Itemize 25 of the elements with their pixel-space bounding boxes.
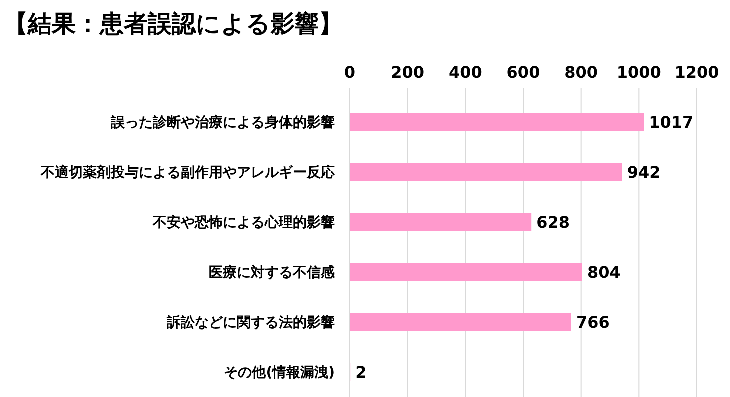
bar (350, 163, 622, 181)
bar (350, 313, 572, 331)
y-tick-label: 不安や恐怖による心理的影響 (152, 214, 335, 231)
y-tick-label: 医療に対する不信感 (209, 264, 336, 281)
data-label: 942 (627, 163, 661, 182)
x-tick-label: 0 (344, 63, 356, 82)
y-tick-label: 訴訟などに関する法的影響 (166, 314, 335, 331)
data-label: 1017 (649, 113, 694, 132)
bar (350, 263, 582, 281)
data-label: 2 (356, 363, 367, 382)
bar (350, 113, 644, 131)
y-tick-label: 誤った診断や治療による身体的影響 (110, 114, 335, 131)
bar (350, 213, 532, 231)
x-tick-label: 1000 (616, 63, 662, 82)
x-tick-label: 1200 (674, 63, 720, 82)
chart-title: 【結果：患者誤認による影響】 (4, 10, 343, 38)
x-tick-label: 600 (506, 63, 540, 82)
x-tick-label: 200 (391, 63, 425, 82)
y-tick-label: 不適切薬剤投与による副作用やアレルギー反応 (40, 164, 335, 181)
data-label: 804 (587, 263, 621, 282)
data-label: 766 (576, 313, 610, 332)
x-tick-label: 800 (564, 63, 598, 82)
data-label: 628 (536, 213, 570, 232)
x-tick-label: 400 (448, 63, 482, 82)
y-tick-label: その他(情報漏洩) (224, 365, 335, 381)
